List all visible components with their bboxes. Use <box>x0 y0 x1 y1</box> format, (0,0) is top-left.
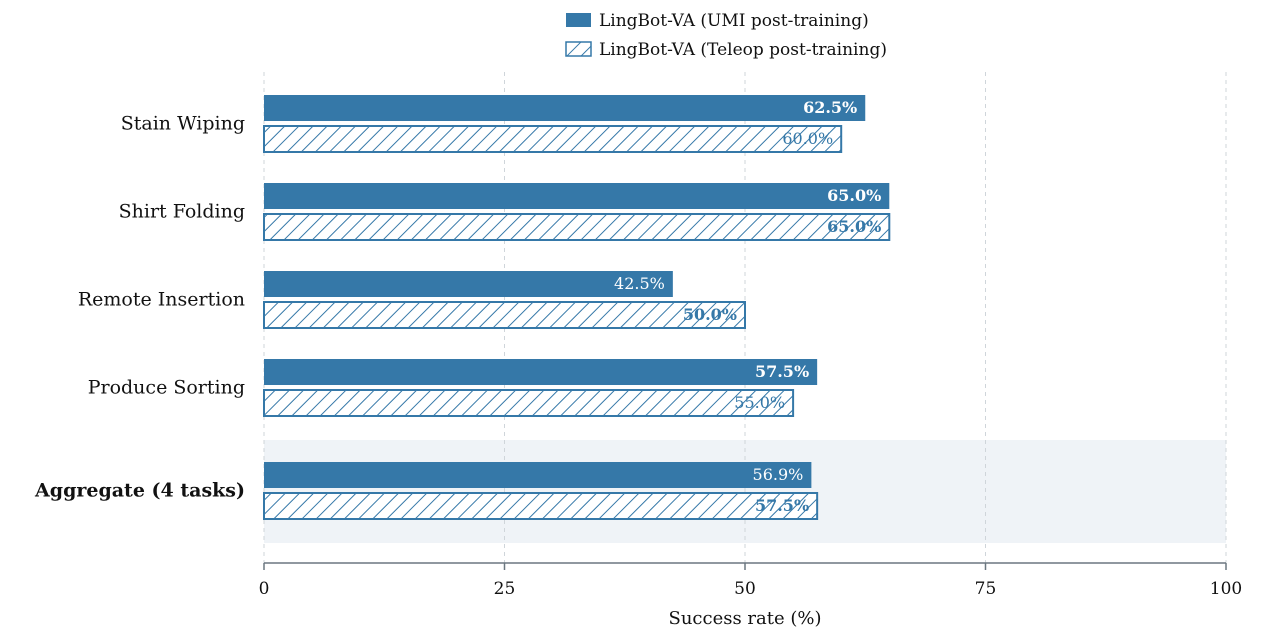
bar-shirt-folding-series-1 <box>263 213 891 241</box>
category-label-aggregate-4-tasks: Aggregate (4 tasks) <box>34 480 245 502</box>
value-label-produce-sorting-series-0: 57.5% <box>755 362 809 381</box>
category-label-shirt-folding: Shirt Folding <box>119 201 245 223</box>
bar-shirt-folding-series-0 <box>264 183 890 209</box>
value-label-stain-wiping-series-1: 60.0% <box>782 129 833 148</box>
bar-aggregate-4-tasks-series-1 <box>263 492 819 520</box>
legend-swatch-umi <box>566 13 591 27</box>
legend-label-umi: LingBot-VA (UMI post-training) <box>599 11 869 31</box>
category-label-stain-wiping: Stain Wiping <box>121 113 245 135</box>
x-axis-title: Success rate (%) <box>668 608 821 629</box>
x-tick-label-50: 50 <box>734 579 756 599</box>
value-label-shirt-folding-series-1: 65.0% <box>827 217 881 236</box>
value-label-stain-wiping-series-0: 62.5% <box>803 98 857 117</box>
x-tick-label-0: 0 <box>259 579 270 599</box>
x-axis-ticks: 0 25 50 75 100 <box>259 563 1242 599</box>
bar-remote-insertion-series-0 <box>264 271 673 297</box>
category-label-produce-sorting: Produce Sorting <box>88 377 245 399</box>
value-label-aggregate-4-tasks-series-0: 56.9% <box>753 465 804 484</box>
bars <box>263 95 891 520</box>
category-labels: Stain Wiping Shirt Folding Remote Insertio… <box>34 113 245 502</box>
value-label-aggregate-4-tasks-series-1: 57.5% <box>755 496 809 515</box>
bar-produce-sorting-series-1 <box>263 389 795 417</box>
legend: LingBot-VA (UMI post-training) LingBot-V… <box>565 11 887 60</box>
category-label-remote-insertion: Remote Insertion <box>78 289 245 311</box>
bar-produce-sorting-series-0 <box>264 359 818 385</box>
bar-stain-wiping-series-0 <box>264 95 866 121</box>
bar-aggregate-4-tasks-series-0 <box>264 462 812 488</box>
x-tick-label-25: 25 <box>494 579 516 599</box>
value-label-shirt-folding-series-0: 65.0% <box>827 186 881 205</box>
value-label-produce-sorting-series-1: 55.0% <box>734 393 785 412</box>
bar-remote-insertion-series-1 <box>263 301 746 329</box>
x-tick-label-75: 75 <box>975 579 997 599</box>
value-label-remote-insertion-series-1: 50.0% <box>683 305 737 324</box>
value-label-remote-insertion-series-0: 42.5% <box>614 274 665 293</box>
x-tick-label-100: 100 <box>1210 579 1242 599</box>
bar-stain-wiping-series-1 <box>263 125 843 153</box>
legend-swatch-teleop <box>565 41 592 57</box>
legend-label-teleop: LingBot-VA (Teleop post-training) <box>599 40 887 60</box>
value-labels: 62.5% 60.0% 65.0% 65.0% 42.5% 50.0% 57.5% 55.0%… <box>614 98 881 515</box>
